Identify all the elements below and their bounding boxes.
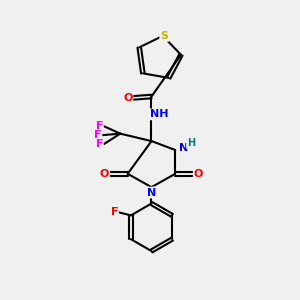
Text: O: O: [100, 169, 109, 179]
Text: NH: NH: [150, 109, 168, 119]
Text: N: N: [147, 188, 156, 197]
Text: F: F: [94, 130, 102, 140]
Text: H: H: [187, 139, 195, 148]
Text: F: F: [96, 139, 103, 149]
Text: N: N: [179, 142, 188, 153]
Text: O: O: [123, 93, 132, 103]
Text: O: O: [194, 169, 203, 179]
Text: S: S: [160, 31, 168, 41]
Text: F: F: [96, 121, 103, 131]
Text: F: F: [111, 207, 118, 218]
